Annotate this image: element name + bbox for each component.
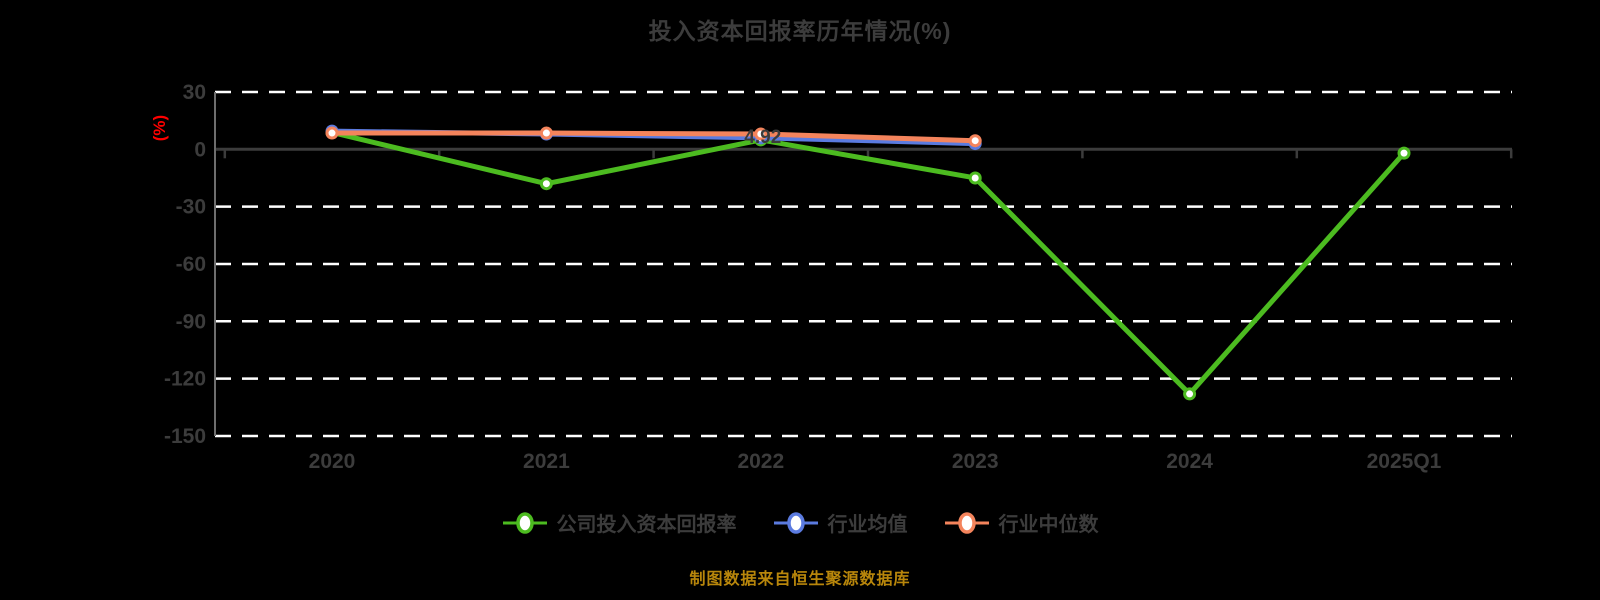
x-tick-label: 2023	[952, 450, 999, 473]
data-point-company-roic	[539, 177, 553, 191]
legend-item-industry-mean: 行业均值	[773, 508, 908, 537]
legend-item-company-roic: 公司投入资本回报率	[502, 508, 737, 537]
data-point-label: 4.92	[744, 127, 781, 148]
data-point-company-roic	[1183, 387, 1197, 401]
legend: 公司投入资本回报率 行业均值 行业中位数	[0, 508, 1600, 537]
legend-marker-industry-median-icon	[944, 511, 989, 534]
data-point-industry-median	[539, 126, 553, 140]
x-tick-label: 2025Q1	[1367, 450, 1442, 473]
series-line-company-roic	[329, 129, 1407, 397]
data-point-company-roic	[968, 171, 982, 185]
chart-title: 投入资本回报率历年情况(%)	[648, 18, 952, 44]
data-point-company-roic	[1397, 146, 1411, 160]
legend-label-company-roic: 公司投入资本回报率	[556, 514, 737, 536]
y-tick-label: -150	[164, 425, 206, 448]
legend-marker-company-roic-icon	[502, 511, 547, 534]
legend-item-industry-median: 行业中位数	[944, 508, 1099, 537]
x-tick-label: 2020	[309, 450, 356, 473]
data-source-caption: 制图数据来自恒生聚源数据库	[689, 571, 911, 588]
y-tick-label: -30	[176, 196, 206, 219]
y-tick-label: -60	[176, 253, 206, 276]
x-tick-label: 2021	[523, 450, 570, 473]
x-tick-label: 2024	[1166, 450, 1213, 473]
y-axis-unit-label: (%)	[150, 115, 169, 141]
series-line-industry-median	[329, 130, 978, 144]
y-tick-label: -90	[176, 310, 206, 333]
legend-marker-industry-mean-icon	[773, 511, 818, 534]
plot-area: 30 0 -30 -60 -90 -120 -150 (%) 2020 2021 2022 2023 2…	[150, 81, 1513, 473]
data-point-industry-median	[968, 134, 982, 148]
y-tick-label: 0	[194, 138, 206, 161]
data-point-industry-median	[325, 126, 339, 140]
x-tick-label: 2022	[737, 450, 784, 473]
legend-label-industry-median: 行业中位数	[998, 514, 1099, 536]
y-tick-label: -120	[164, 368, 206, 391]
legend-label-industry-mean: 行业均值	[827, 514, 908, 536]
data-point-industry-median	[754, 127, 768, 141]
y-tick-label: 30	[183, 81, 206, 104]
